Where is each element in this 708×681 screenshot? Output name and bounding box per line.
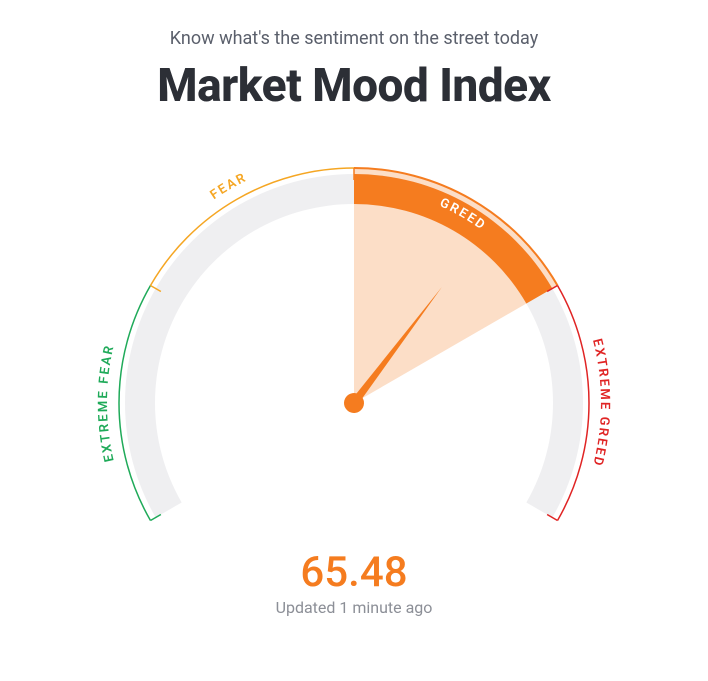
gauge-zone-label-fear: FEAR	[208, 170, 250, 203]
gauge-zone-label-extreme_fear: EXTREME FEAR	[96, 343, 118, 463]
gauge-value: 65.48	[74, 550, 634, 596]
mood-gauge: EXTREME FEARFEARGREEDEXTREME GREED 65.48…	[74, 123, 634, 643]
gauge-zone-label-extreme_greed: EXTREME GREED	[589, 337, 612, 468]
page-title: Market Mood Index	[157, 59, 550, 113]
gauge-readout: 65.48 Updated 1 minute ago	[74, 550, 634, 617]
gauge-updated: Updated 1 minute ago	[74, 598, 634, 617]
page-subtitle: Know what's the sentiment on the street …	[170, 28, 538, 49]
